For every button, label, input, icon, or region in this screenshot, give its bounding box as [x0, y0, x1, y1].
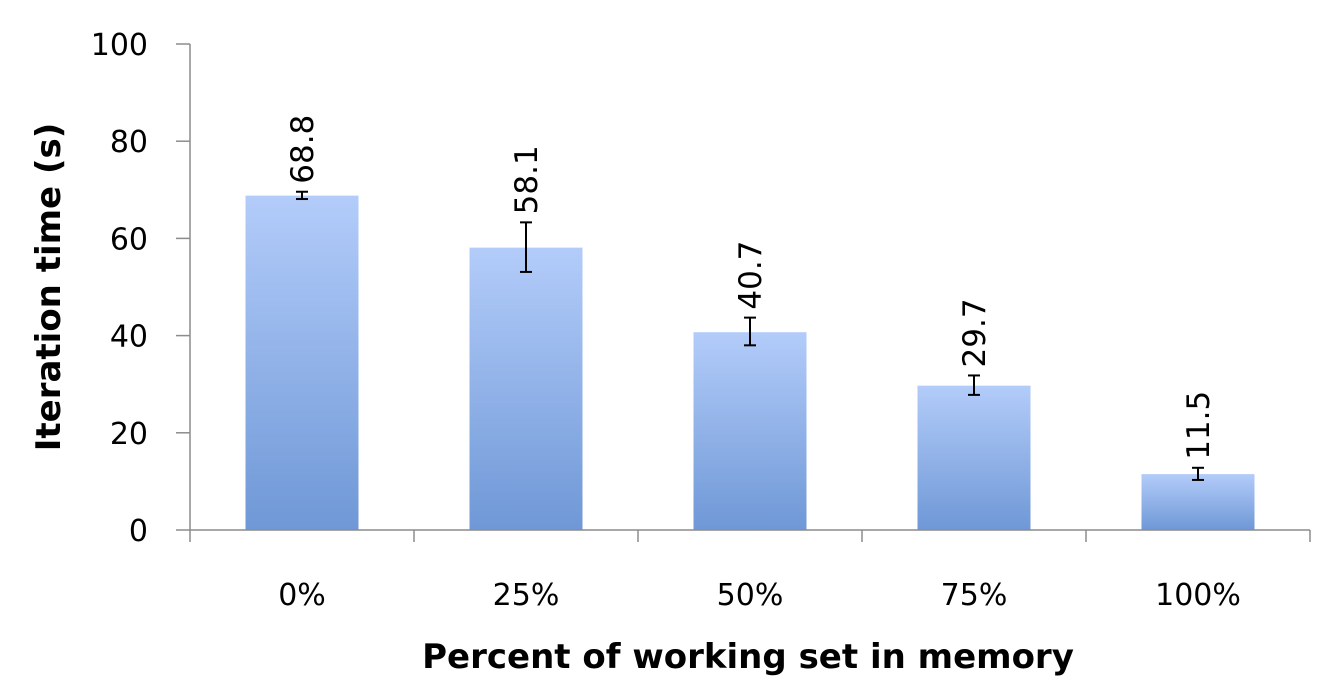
y-tick-label: 0 [129, 514, 148, 549]
data-label: 29.7 [957, 298, 993, 367]
x-tick-label: 75% [941, 578, 1008, 613]
y-tick-label: 100 [91, 28, 148, 63]
x-axis-title: Percent of working set in memory [422, 637, 1074, 677]
bar [917, 385, 1031, 530]
x-tick-label: 25% [493, 578, 560, 613]
y-tick-label: 80 [110, 125, 148, 160]
bar [693, 332, 807, 530]
data-label: 58.1 [509, 145, 545, 214]
axes-layer [176, 43, 1311, 542]
y-axis-title: Iteration time (s) [29, 123, 69, 452]
y-tick-label: 60 [110, 222, 148, 257]
data-label: 68.8 [285, 115, 321, 184]
labels-layer: 0 20 40 60 80 100 68.8 0% 58.1 25% 40.7 50% 29.7 75% 1… [91, 28, 1241, 613]
data-label: 11.5 [1181, 391, 1217, 460]
error-bars-layer [296, 190, 1204, 481]
data-label: 40.7 [733, 241, 769, 310]
bar [1141, 474, 1255, 530]
y-tick-label: 20 [110, 417, 148, 452]
bar [245, 195, 359, 530]
bars-layer [245, 195, 1255, 530]
x-tick-label: 50% [717, 578, 784, 613]
x-tick-label: 100% [1155, 578, 1241, 613]
y-tick-label: 40 [110, 320, 148, 355]
x-tick-label: 0% [278, 578, 326, 613]
bar [469, 247, 583, 530]
